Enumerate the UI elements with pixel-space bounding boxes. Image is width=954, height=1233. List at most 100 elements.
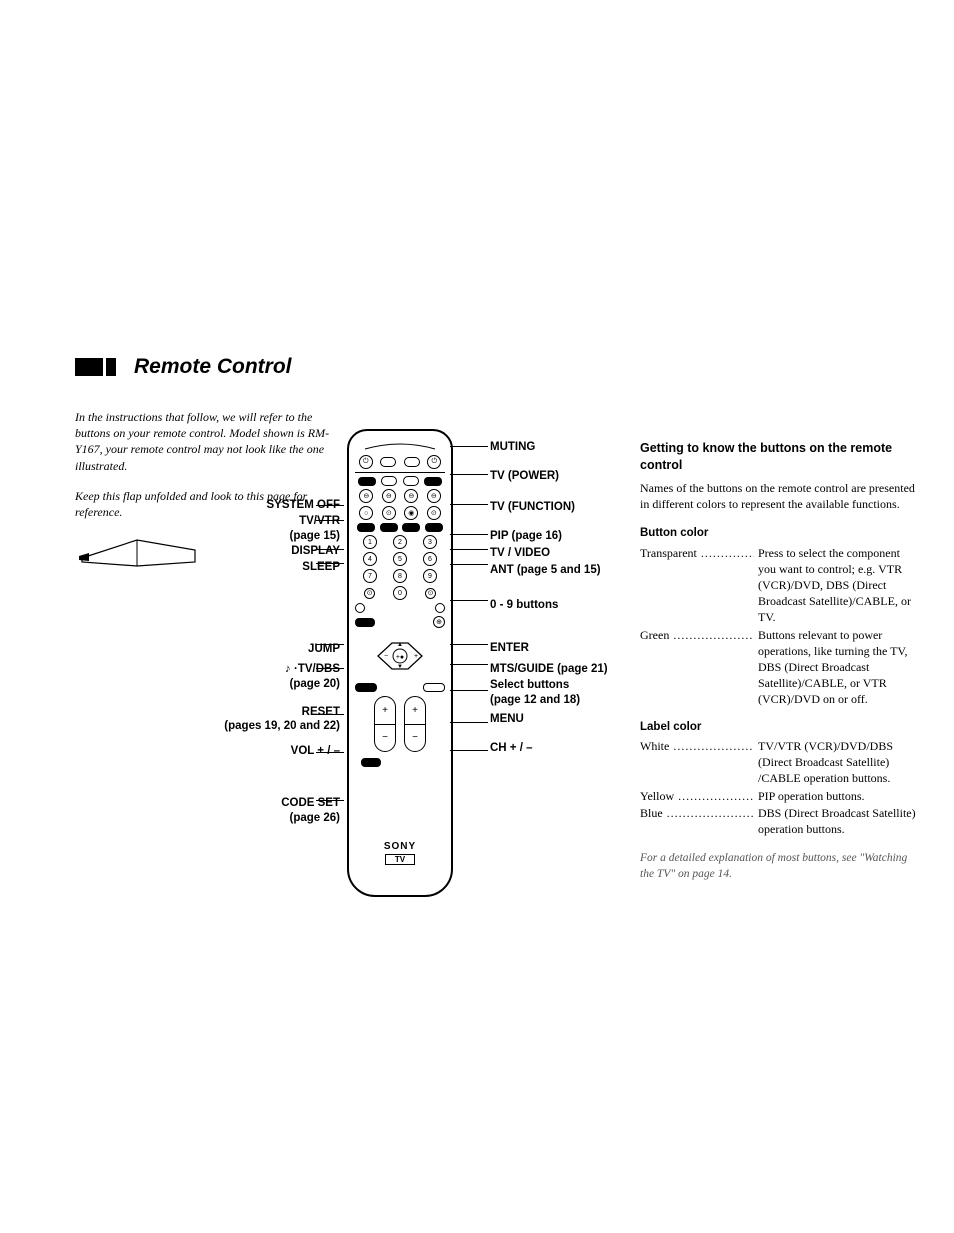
oval-btn-icon [404, 457, 420, 467]
remote-column: ⏻ ⏻ ⊖ ⊖ ⊖ ⊖ [340, 409, 460, 897]
label-tv-dbs-page: (page 20) [290, 678, 341, 690]
label-reset-page: (pages 19, 20 and 22) [224, 720, 340, 732]
guide-btn-icon: ⊕ [433, 616, 445, 628]
pill-btn-icon [402, 523, 420, 532]
jump-btn-icon: ⊙ [364, 588, 375, 599]
small-btn-icon [435, 603, 445, 613]
label-select: Select buttons [490, 679, 569, 691]
num-btn: 2 [393, 535, 407, 549]
label-tv-vtr-page: (page 15) [290, 530, 341, 542]
codeset-btn-icon [361, 758, 381, 767]
label-tv-dbs: ♪ ·TV/DBS [285, 663, 340, 675]
svg-text:−: − [384, 653, 388, 660]
num-btn: 5 [393, 552, 407, 566]
right-callout-labels: MUTING TV (POWER) TV (FUNCTION) PIP (pag… [490, 440, 645, 758]
kv-val: PIP operation buttons. [754, 788, 920, 804]
func-btn-icon [424, 477, 442, 486]
info-heading: Getting to know the buttons on the remot… [640, 440, 920, 474]
vol-rocker-icon: + − [374, 696, 396, 752]
left-callout-labels: SYSTEM OFF TV/VTR (page 15) DISPLAY SLEE… [210, 495, 340, 826]
label-muting: MUTING [490, 441, 535, 453]
pill-btn-icon [380, 523, 398, 532]
pip-btn-icon: ⊖ [427, 489, 441, 503]
label-vol: VOL + / – [291, 745, 340, 757]
num-btn: 6 [423, 552, 437, 566]
kv-row: Blue DBS (Direct Broadcast Satellite) op… [640, 805, 920, 837]
svg-text:▲: ▲ [397, 642, 403, 648]
tv-dbs-btn-icon [355, 618, 375, 627]
reset-btn-icon [355, 683, 377, 692]
label-tv-video: TV / VIDEO [490, 547, 550, 559]
func-btn-icon [381, 476, 397, 486]
label-codeset: CODE SET [281, 797, 340, 809]
label-tv-vtr: TV/VTR [299, 515, 340, 527]
label-color-heading: Label color [640, 720, 920, 736]
vol-minus: − [375, 725, 395, 752]
right-info-column: Getting to know the buttons on the remot… [640, 440, 920, 882]
oval-btn-icon [380, 457, 396, 467]
small-btn-icon [353, 601, 367, 615]
pill-btn-icon [425, 523, 443, 532]
brand-tv-label: TV [385, 854, 415, 865]
kv-key: White [640, 738, 754, 787]
dpad-icon: +● − + ▲ ▼ [370, 631, 430, 681]
svg-text:▼: ▼ [397, 664, 403, 670]
pip-btn-icon: ⊖ [382, 489, 396, 503]
info-body: Names of the buttons on the remote contr… [640, 480, 920, 512]
func-btn-icon [358, 477, 376, 486]
label-codeset-page: (page 26) [290, 812, 341, 824]
row-btn-icon: ○ [359, 506, 373, 520]
num-btn: 0 [393, 586, 407, 600]
menu-btn-icon [423, 683, 445, 692]
label-0-9: 0 - 9 buttons [490, 599, 558, 611]
num-btn: 3 [423, 535, 437, 549]
label-pip: PIP (page 16) [490, 530, 562, 542]
brand-text: SONY [384, 841, 416, 852]
ch-rocker-icon: + − [404, 696, 426, 752]
kv-val: Buttons relevant to power operations, li… [754, 627, 920, 708]
section-header: Remote Control [75, 355, 904, 379]
kv-val: DBS (Direct Broadcast Satellite) operati… [754, 805, 920, 837]
kv-key: Transparent [640, 545, 754, 626]
num-btn: 8 [393, 569, 407, 583]
brand-label: SONY TV [349, 841, 451, 865]
func-btn-icon [403, 476, 419, 486]
svg-text:+●: +● [396, 654, 404, 661]
label-mts: MTS/GUIDE (page 21) [490, 663, 608, 675]
muting-btn-icon: ⏻ [359, 455, 373, 469]
ch-minus: − [405, 725, 425, 752]
power-btn-icon: ⏻ [427, 455, 441, 469]
label-tv-function: TV (FUNCTION) [490, 501, 575, 513]
kv-row: Yellow PIP operation buttons. [640, 788, 920, 804]
button-color-heading: Button color [640, 526, 920, 542]
pip-btn-icon: ⊖ [404, 489, 418, 503]
vol-plus: + [375, 697, 395, 725]
kv-row: Transparent Press to select the componen… [640, 545, 920, 626]
label-menu: MENU [490, 713, 524, 725]
kv-key: Blue [640, 805, 754, 837]
footnote: For a detailed explanation of most butto… [640, 851, 920, 882]
kv-row: White TV/VTR (VCR)/DVD/DBS (Direct Broad… [640, 738, 920, 787]
row-btn-icon: ◉ [404, 506, 418, 520]
row-btn-icon: ⊙ [427, 506, 441, 520]
num-btn: 9 [423, 569, 437, 583]
num-btn: 1 [363, 535, 377, 549]
label-select-page: (page 12 and 18) [490, 694, 580, 706]
kv-val: Press to select the component you want t… [754, 545, 920, 626]
svg-text:+: + [414, 653, 418, 660]
remote-illustration: ⏻ ⏻ ⊖ ⊖ ⊖ ⊖ [347, 429, 453, 897]
pip-btn-icon: ⊖ [359, 489, 373, 503]
enter-btn-icon: ⊙ [425, 588, 436, 599]
rocker-group: + − + − [355, 696, 445, 752]
section-title: Remote Control [134, 355, 292, 379]
label-tv-power: TV (POWER) [490, 470, 559, 482]
num-btn: 7 [363, 569, 377, 583]
row-btn-icon: ⊙ [382, 506, 396, 520]
kv-key: Yellow [640, 788, 754, 804]
kv-row: Green Buttons relevant to power operatio… [640, 627, 920, 708]
label-enter: ENTER [490, 642, 529, 654]
label-reset: RESET [302, 706, 340, 718]
kv-val: TV/VTR (VCR)/DVD/DBS (Direct Broadcast S… [754, 738, 920, 787]
label-ch: CH + / – [490, 742, 533, 754]
ch-plus: + [405, 697, 425, 725]
